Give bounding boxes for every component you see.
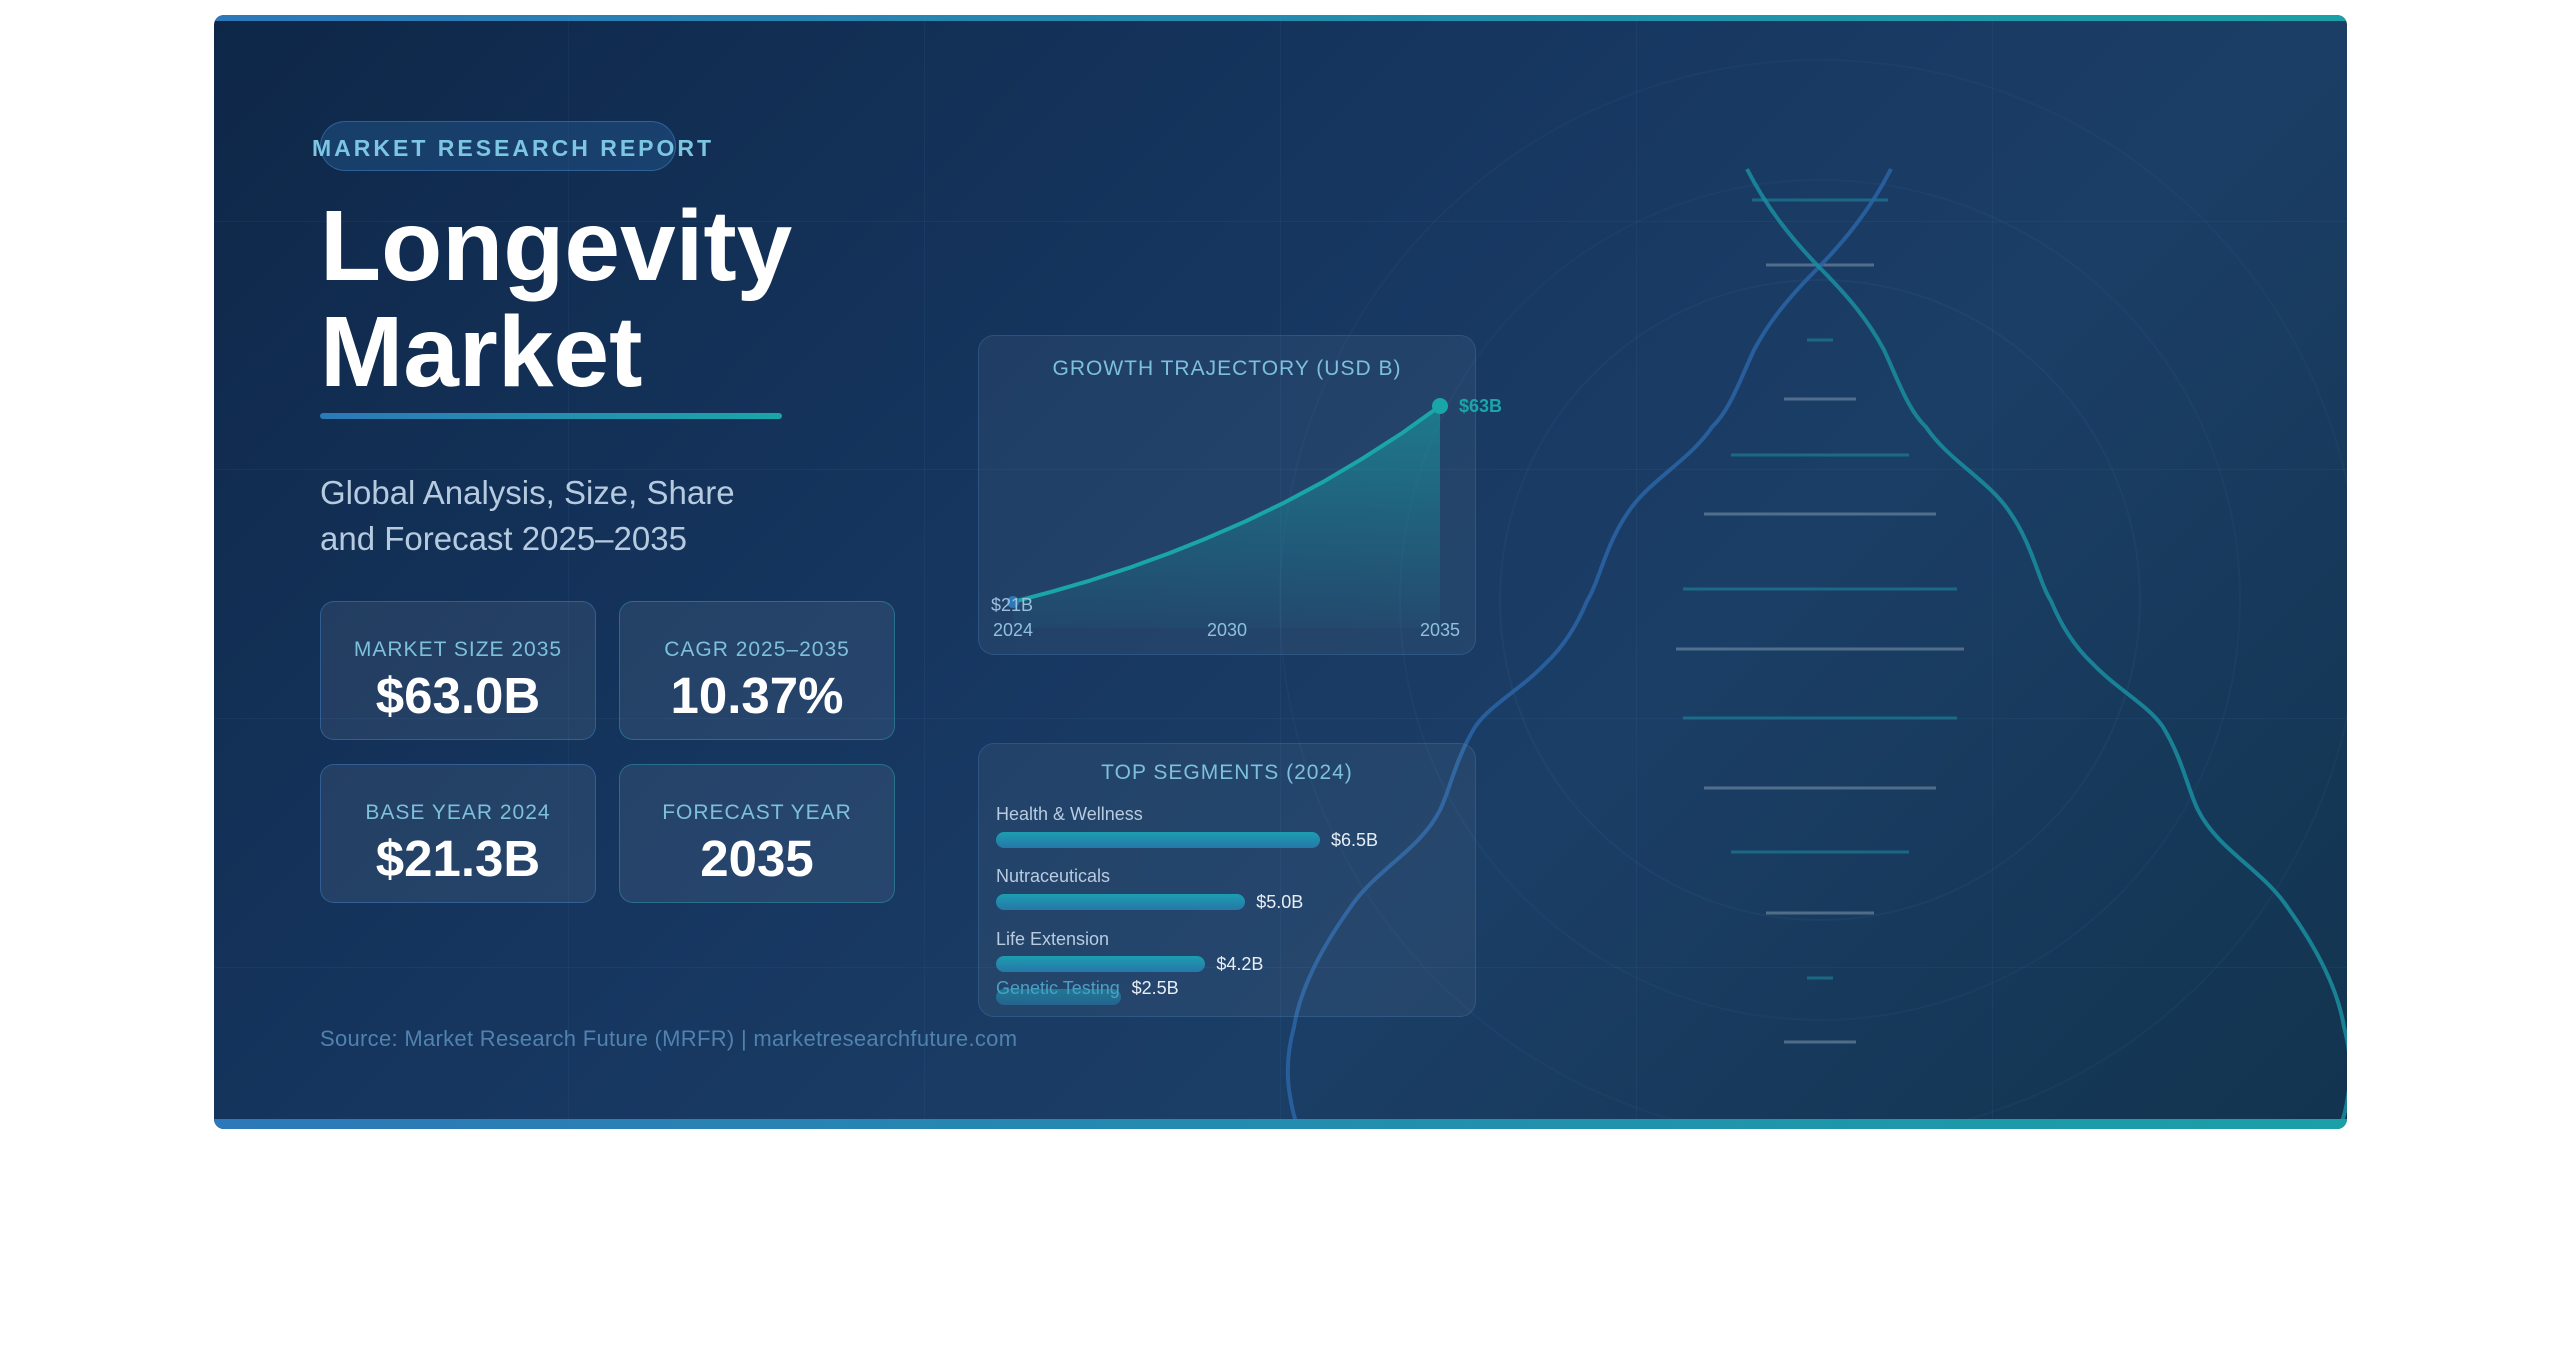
page-title: Longevity Market — [320, 193, 1020, 405]
x-tick-label: 2030 — [1207, 620, 1247, 640]
growth-trajectory-panel: GROWTH TRAJECTORY (USD B) $21B $63B 2024… — [978, 335, 1502, 655]
segment-value: $6.5B — [1331, 830, 1379, 850]
stat-card-base-year: BASE YEAR 2024 $21.3B — [320, 764, 596, 903]
stat-label: BASE YEAR 2024 — [365, 801, 551, 824]
grid-line — [1636, 15, 1637, 1129]
stat-card-cagr: CAGR 2025–2035 10.37% — [619, 601, 895, 740]
segment-bar — [996, 832, 1320, 848]
helix-rungs — [1676, 198, 1964, 1044]
segment-label: Genetic Testing — [996, 978, 1120, 998]
segments-chart-title: TOP SEGMENTS (2024) — [1101, 761, 1353, 784]
title-underline — [320, 413, 782, 419]
source-citation: Source: Market Research Future (MRFR) | … — [320, 1026, 1018, 1051]
grid-line — [568, 15, 569, 1129]
start-value-label: $21B — [991, 595, 1033, 615]
segment-label: Health & Wellness — [996, 804, 1143, 824]
helix-strand-blue — [1285, 168, 1893, 1129]
subtitle: Global Analysis, Size, Share and Forecas… — [320, 470, 920, 562]
start-point — [1007, 596, 1019, 608]
decor-circle — [1499, 279, 2141, 921]
growth-area — [1013, 406, 1440, 628]
growth-chart: $21B $63B 2024 2030 2035 — [991, 396, 1502, 640]
top-accent-bar — [214, 15, 2347, 21]
grid-line — [214, 718, 2347, 719]
report-cover-card: MARKET RESEARCH REPORT Longevity Market … — [214, 15, 2347, 1129]
segment-label: Life Extension — [996, 929, 1110, 949]
segment-bar — [996, 894, 1246, 910]
grid-line — [924, 15, 925, 1129]
subtitle-line-1: Global Analysis, Size, Share — [320, 474, 735, 511]
title-line-1: Longevity — [320, 190, 793, 302]
grid-line — [214, 469, 2347, 470]
report-type-badge — [320, 121, 676, 171]
stat-card-forecast-year: FORECAST YEAR 2035 — [619, 764, 895, 903]
stat-value: $21.3B — [375, 830, 541, 887]
end-point — [1432, 398, 1448, 414]
subtitle-line-2: and Forecast 2025–2035 — [320, 520, 687, 557]
segment-value: $5.0B — [1256, 892, 1304, 912]
helix-strand-teal — [1745, 168, 2347, 1129]
stat-value: 2035 — [700, 830, 814, 887]
stat-value: $63.0B — [375, 667, 541, 724]
stat-label: CAGR 2025–2035 — [664, 638, 850, 661]
growth-line — [1012, 404, 1442, 604]
stat-label: FORECAST YEAR — [662, 801, 852, 824]
grid-line — [214, 221, 2347, 222]
segment-value: $4.2B — [1216, 954, 1264, 974]
x-tick-label: 2035 — [1420, 620, 1460, 640]
stat-value: 10.37% — [670, 667, 844, 724]
report-type-badge-label: MARKET RESEARCH REPORT — [312, 135, 715, 161]
grid-line — [214, 967, 2347, 968]
end-value-label: $63B — [1459, 396, 1502, 416]
stat-card-market-size: MARKET SIZE 2035 $63.0B — [320, 601, 596, 740]
segment-label: Nutraceuticals — [996, 866, 1111, 886]
top-segments-panel: TOP SEGMENTS (2024) Health & Wellness $6.… — [978, 743, 1476, 1017]
grid-line — [1992, 15, 1993, 1129]
x-tick-label: 2024 — [993, 620, 1033, 640]
growth-chart-title: GROWTH TRAJECTORY (USD B) — [1052, 357, 1402, 380]
title-line-2: Market — [320, 296, 643, 408]
segment-value: $2.5B — [1131, 978, 1179, 998]
stat-label: MARKET SIZE 2035 — [353, 638, 563, 661]
bottom-accent-bar — [214, 1119, 2347, 1129]
segment-bar — [996, 956, 1206, 972]
segment-bar — [996, 989, 1121, 1005]
